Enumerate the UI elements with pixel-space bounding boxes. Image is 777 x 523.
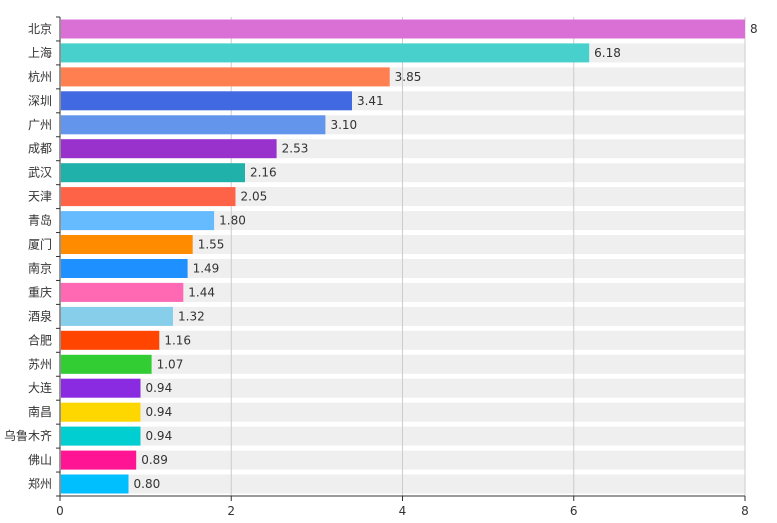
value-label: 1.49 <box>193 261 220 275</box>
bar[interactable] <box>61 67 390 87</box>
value-label: 0.94 <box>145 429 172 443</box>
category-labels: 北京上海杭州深圳广州成都武汉天津青岛厦门南京重庆酒泉合肥苏州大连南昌乌鲁木齐佛山… <box>4 16 60 497</box>
grid-lines <box>230 17 746 496</box>
bar[interactable] <box>61 211 215 231</box>
value-label: 3.85 <box>395 70 422 84</box>
value-label: 1.80 <box>219 214 246 228</box>
bar[interactable] <box>61 91 352 111</box>
bar[interactable] <box>61 19 745 39</box>
x-tick-label: 2 <box>227 504 235 518</box>
value-label: 1.32 <box>178 309 205 323</box>
value-label: 2.16 <box>250 166 277 180</box>
bar[interactable] <box>61 426 141 446</box>
bar[interactable] <box>61 354 152 374</box>
bar[interactable] <box>61 402 141 422</box>
x-tick-label: 0 <box>56 504 64 518</box>
category-label: 杭州 <box>28 69 52 84</box>
value-label: 1.16 <box>164 333 191 347</box>
value-label: 0.89 <box>141 453 168 467</box>
category-label: 乌鲁木齐 <box>4 428 52 443</box>
value-label: 8 <box>750 22 758 36</box>
bar[interactable] <box>61 450 137 470</box>
value-labels: 8 6.18 3.85 3.413.10 2.53 2.16 2.05 1.80 1.55 1.4… <box>134 22 758 491</box>
category-label: 酒泉 <box>28 309 52 323</box>
x-tick-label: 6 <box>570 504 578 518</box>
bar[interactable] <box>61 163 245 183</box>
value-label: 3.41 <box>357 94 384 108</box>
value-label: 0.94 <box>145 381 172 395</box>
category-label: 重庆 <box>28 285 52 299</box>
bar[interactable] <box>61 378 141 398</box>
bar[interactable] <box>61 259 188 278</box>
x-tick-label: 8 <box>741 504 749 518</box>
bar[interactable] <box>61 187 236 207</box>
category-label: 武汉 <box>28 166 52 180</box>
value-label: 1.44 <box>188 285 215 299</box>
bar[interactable] <box>61 306 173 326</box>
category-label: 厦门 <box>28 237 52 252</box>
bar[interactable] <box>61 282 184 302</box>
category-label: 郑州 <box>28 476 52 491</box>
category-label: 青岛 <box>28 213 52 228</box>
bars <box>61 19 745 494</box>
bar[interactable] <box>61 330 160 350</box>
bar[interactable] <box>61 235 193 254</box>
value-label: 0.94 <box>145 405 172 419</box>
category-label: 北京 <box>28 22 52 36</box>
x-axis-ticks: 0 2 4 6 8 <box>56 496 749 518</box>
category-label: 深圳 <box>28 94 52 108</box>
category-label: 佛山 <box>28 453 52 467</box>
value-label: 2.53 <box>282 142 309 156</box>
value-label: 1.07 <box>157 357 184 371</box>
bar[interactable] <box>61 43 590 63</box>
category-label: 广州 <box>28 118 52 132</box>
category-label: 合肥 <box>28 332 52 347</box>
value-label: 1.55 <box>198 238 225 252</box>
bar[interactable] <box>61 139 277 159</box>
category-label: 南昌 <box>28 404 52 419</box>
category-label: 成都 <box>28 142 52 156</box>
value-label: 2.05 <box>241 190 268 204</box>
category-label: 苏州 <box>28 357 52 371</box>
category-label: 南京 <box>28 260 52 275</box>
bar[interactable] <box>61 474 129 494</box>
category-label: 大连 <box>28 380 52 395</box>
value-label: 3.10 <box>330 118 357 132</box>
value-label: 6.18 <box>594 46 621 60</box>
bar[interactable] <box>61 115 326 135</box>
category-label: 天津 <box>28 190 52 204</box>
category-label: 上海 <box>28 45 52 60</box>
x-tick-label: 4 <box>399 504 407 518</box>
value-label: 0.80 <box>134 477 161 491</box>
